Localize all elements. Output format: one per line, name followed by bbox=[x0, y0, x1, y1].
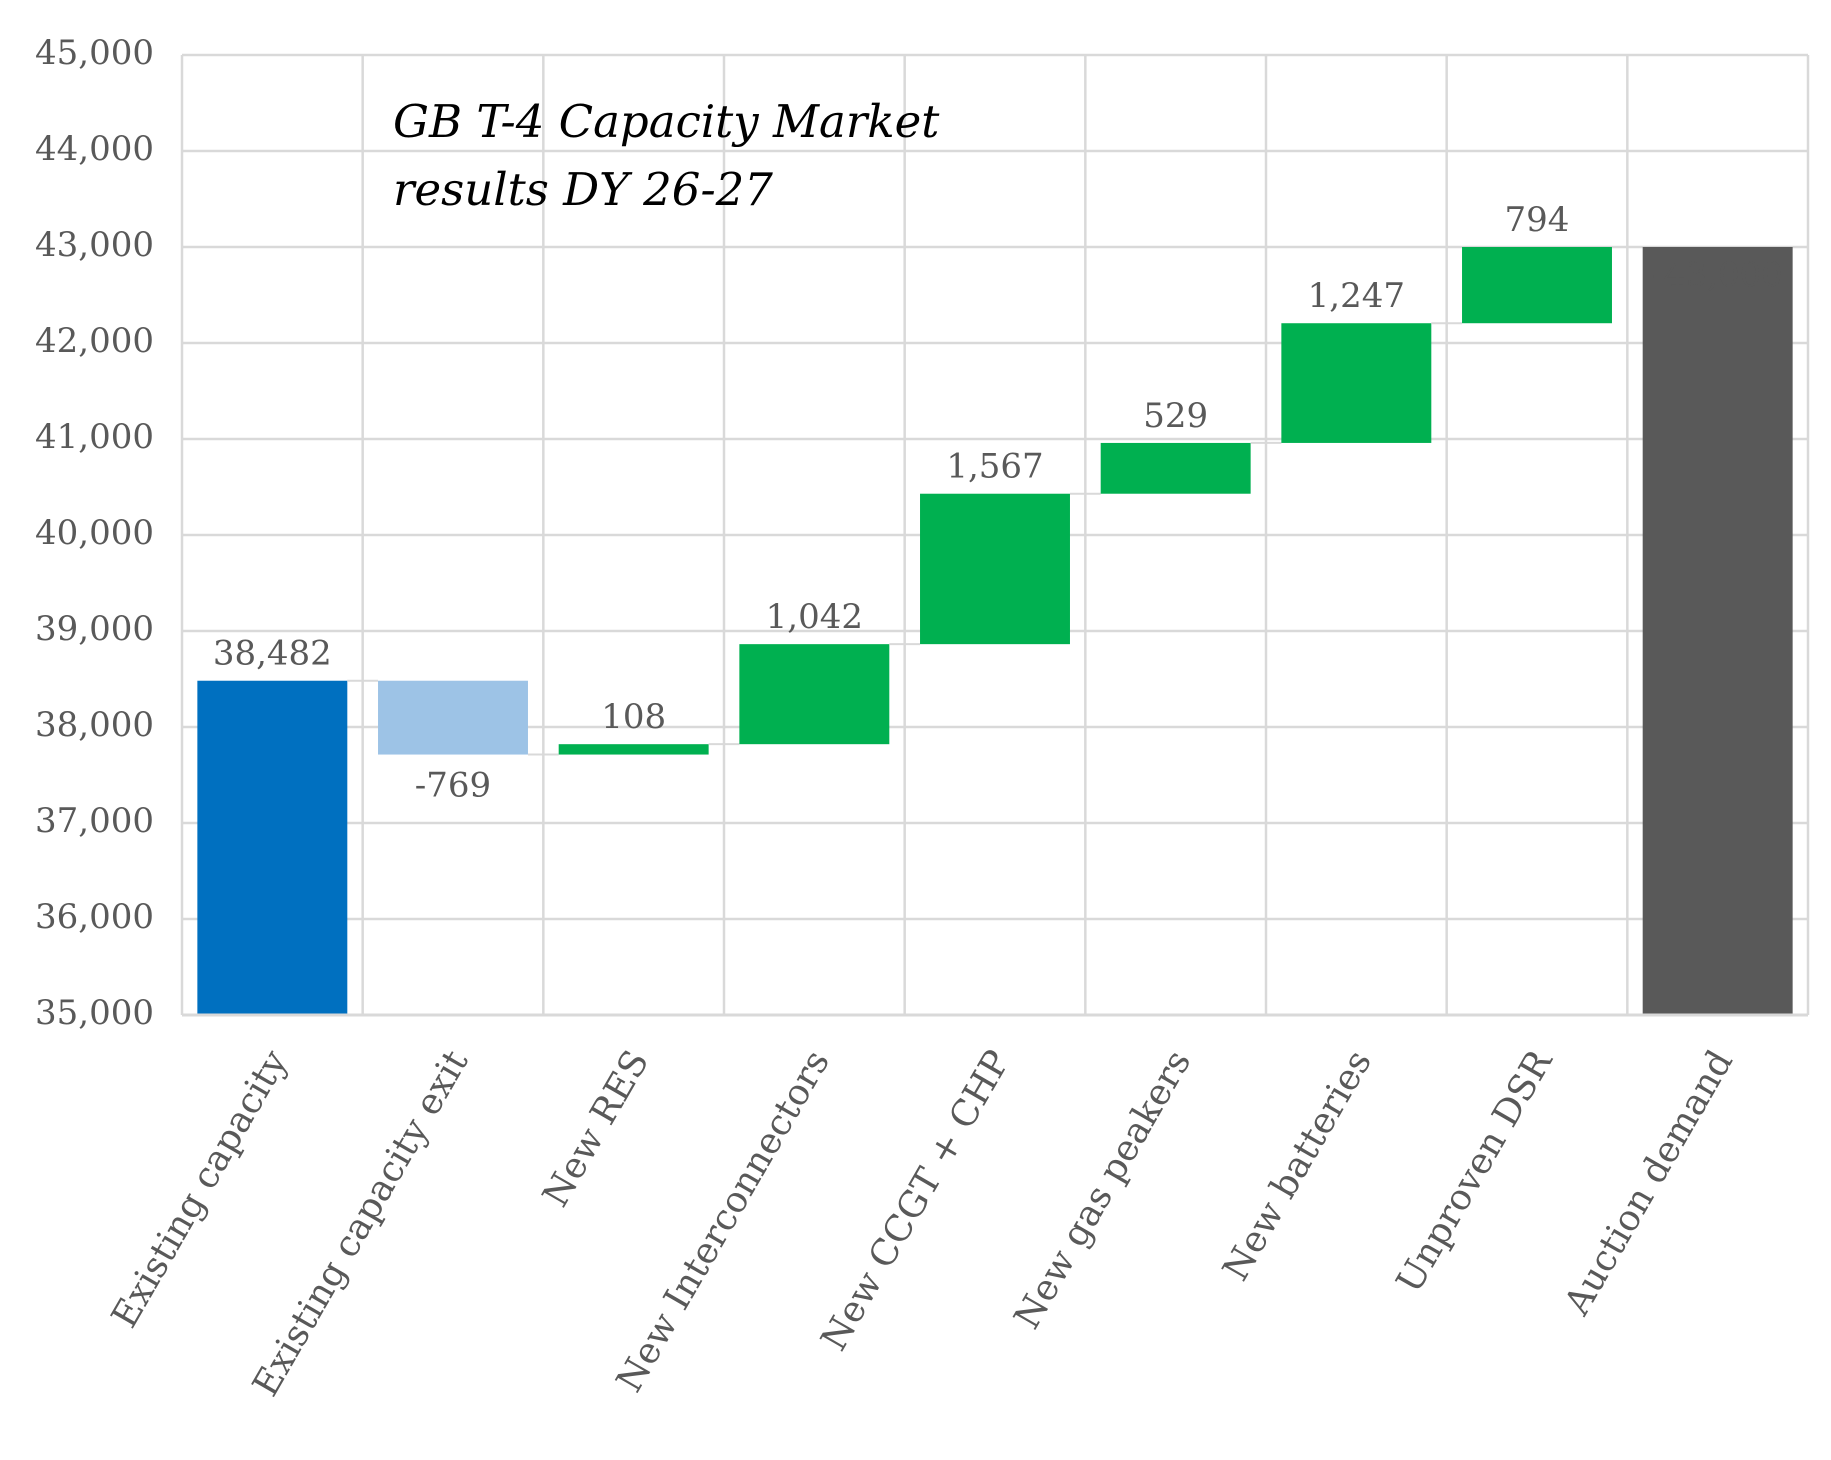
y-tick-label: 44,000 bbox=[35, 129, 154, 169]
y-tick-label: 35,000 bbox=[35, 993, 154, 1033]
bar bbox=[197, 680, 348, 1015]
x-tick-label: Existing capacity bbox=[104, 1043, 296, 1335]
y-tick-label: 36,000 bbox=[35, 897, 154, 937]
value-label: 108 bbox=[601, 697, 666, 737]
y-tick-label: 37,000 bbox=[35, 801, 154, 841]
value-label: -769 bbox=[415, 766, 491, 806]
x-tick-label: New RES bbox=[535, 1044, 657, 1214]
bar bbox=[739, 644, 890, 745]
y-tick-label: 39,000 bbox=[35, 609, 154, 649]
value-label: -43,000 bbox=[1652, 255, 1782, 295]
x-tick-label: New batteries bbox=[1215, 1044, 1380, 1288]
x-tick-label: Unproven DSR bbox=[1389, 1043, 1561, 1300]
y-tick-label: 45,000 bbox=[35, 33, 154, 73]
value-label: 38,482 bbox=[213, 634, 332, 674]
bar bbox=[1281, 323, 1432, 443]
bar bbox=[1462, 247, 1612, 324]
y-tick-label: 42,000 bbox=[35, 321, 154, 361]
y-tick-label: 43,000 bbox=[35, 225, 154, 265]
value-label: 1,247 bbox=[1308, 276, 1405, 316]
bar bbox=[1642, 247, 1793, 1015]
bar bbox=[1100, 442, 1251, 494]
x-tick-label: Existing capacity exit bbox=[245, 1043, 477, 1403]
bar bbox=[378, 680, 528, 755]
x-tick-label: New gas peakers bbox=[1007, 1044, 1200, 1337]
x-tick-label: Auction demand bbox=[1556, 1044, 1741, 1323]
y-tick-label: 41,000 bbox=[35, 417, 154, 457]
value-label: 1,042 bbox=[766, 597, 863, 637]
chart-title: GB T-4 Capacity Market results DY 26-27 bbox=[393, 95, 940, 216]
bar bbox=[558, 744, 709, 755]
value-label: 794 bbox=[1505, 200, 1570, 240]
bar bbox=[920, 493, 1070, 645]
value-label: 529 bbox=[1143, 396, 1208, 436]
x-tick-label: New CCGT + CHP bbox=[814, 1044, 1019, 1358]
value-label: 1,567 bbox=[946, 447, 1043, 487]
y-tick-label: 40,000 bbox=[35, 513, 154, 553]
x-tick-label: New Interconnectors bbox=[609, 1044, 838, 1400]
y-tick-label: 38,000 bbox=[35, 705, 154, 745]
